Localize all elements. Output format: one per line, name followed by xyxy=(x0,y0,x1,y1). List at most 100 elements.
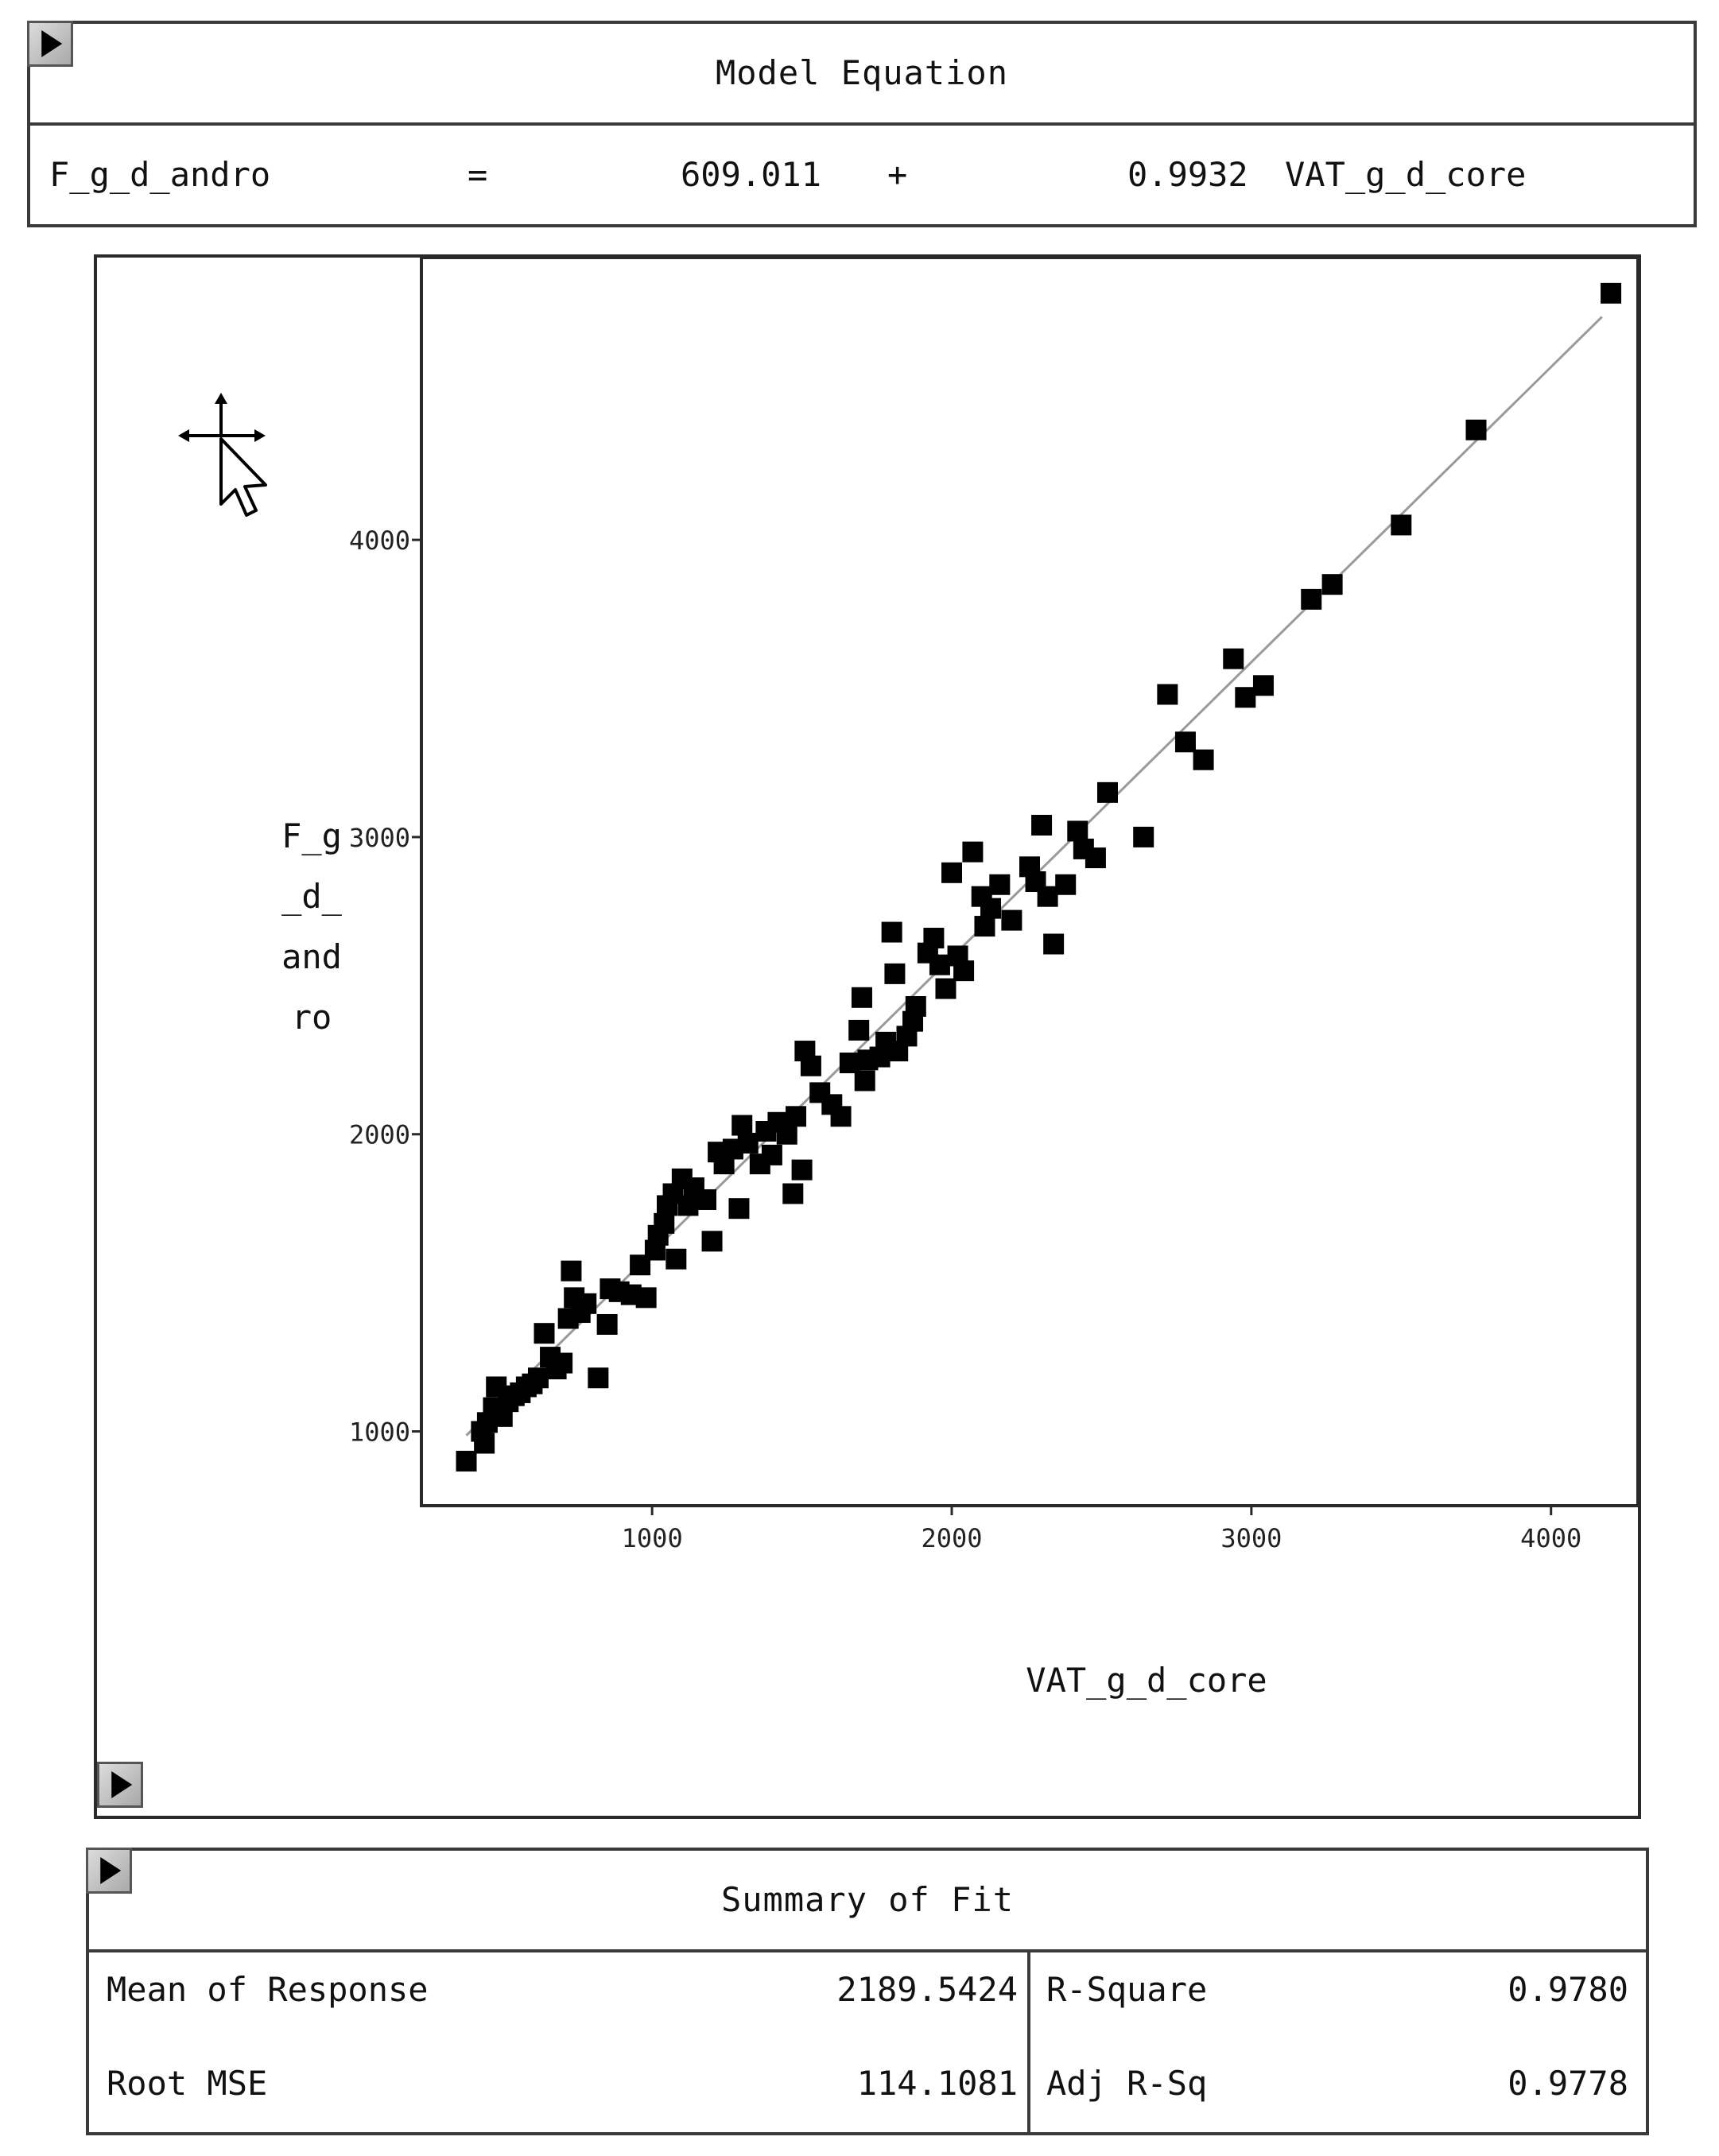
data-point xyxy=(786,1106,807,1127)
data-point xyxy=(1174,731,1196,753)
data-point xyxy=(1001,909,1022,931)
data-point xyxy=(839,1053,860,1074)
move-cursor-icon xyxy=(178,393,267,517)
y-tick-label: 2000 xyxy=(349,1120,410,1150)
mean-of-response-label: Mean of Response xyxy=(107,1970,429,2009)
data-point xyxy=(1067,820,1088,842)
data-point xyxy=(1252,675,1274,696)
data-point xyxy=(989,874,1011,895)
x-tick-label: 1000 xyxy=(622,1523,683,1553)
data-point xyxy=(980,898,1002,919)
data-point xyxy=(731,1115,753,1136)
x-axis-label: VAT_g_d_core xyxy=(1026,1661,1267,1700)
data-point xyxy=(677,1195,699,1216)
data-point xyxy=(596,1313,618,1335)
model-equation-title: Model Equation xyxy=(30,24,1694,126)
data-point xyxy=(800,1055,821,1076)
data-point xyxy=(1223,648,1244,669)
data-point xyxy=(654,1212,675,1234)
data-point xyxy=(1193,749,1214,770)
y-tick-label: 3000 xyxy=(349,823,410,853)
data-point xyxy=(881,921,902,943)
data-point xyxy=(923,928,945,949)
data-point xyxy=(1391,514,1412,536)
equation-intercept: 609.011 xyxy=(681,155,822,194)
equation-equals: = xyxy=(468,155,488,194)
data-point xyxy=(737,1132,759,1154)
data-point xyxy=(527,1367,549,1389)
plot-disclosure-button[interactable] xyxy=(97,1762,143,1808)
data-point xyxy=(848,1019,870,1041)
data-point xyxy=(1133,826,1154,847)
data-point xyxy=(1043,933,1065,955)
data-point xyxy=(1465,419,1487,440)
data-point xyxy=(905,996,926,1017)
mean-of-response-value: 2189.5424 xyxy=(836,1970,1018,2009)
data-point xyxy=(776,1123,797,1145)
data-point xyxy=(830,1106,852,1127)
plot-frame xyxy=(420,258,1638,1507)
r-square-label: R-Square xyxy=(1046,1970,1208,2009)
x-tick-label: 4000 xyxy=(1520,1523,1581,1553)
data-point xyxy=(974,916,995,937)
data-point xyxy=(701,1231,723,1252)
data-point xyxy=(552,1352,573,1374)
triangle-right-icon xyxy=(100,1856,122,1885)
summary-of-fit-disclosure-button[interactable] xyxy=(86,1848,132,1894)
equation-predictor: VAT_g_d_core xyxy=(1285,155,1527,194)
data-point xyxy=(534,1323,555,1344)
data-point xyxy=(1096,781,1118,803)
data-point xyxy=(635,1287,657,1309)
data-point xyxy=(1037,886,1058,907)
data-point xyxy=(576,1293,597,1314)
data-point xyxy=(1235,687,1256,708)
data-point xyxy=(1301,588,1322,610)
data-point xyxy=(474,1433,495,1454)
data-point xyxy=(1321,574,1343,595)
x-tick-label: 3000 xyxy=(1220,1523,1282,1553)
data-point xyxy=(1157,684,1178,705)
scatter-plot-panel: 1000 2000 3000 4000 1000 2000 3000 4000 F_g_d_a… xyxy=(94,254,1641,1819)
summary-of-fit-panel: Summary of Fit Mean of Response 2189.542… xyxy=(86,1848,1649,2135)
data-point xyxy=(854,1070,875,1092)
data-point xyxy=(696,1189,717,1210)
data-point xyxy=(929,954,950,975)
summary-of-fit-title: Summary of Fit xyxy=(89,1851,1646,1952)
triangle-right-icon xyxy=(41,29,63,58)
adj-r-sq-label: Adj R-Sq xyxy=(1046,2064,1208,2103)
triangle-right-icon xyxy=(111,1770,133,1799)
data-point xyxy=(782,1183,804,1204)
r-square-value: 0.9780 xyxy=(1508,1970,1628,2009)
data-point xyxy=(728,1198,750,1220)
root-mse-label: Root MSE xyxy=(107,2064,268,2103)
data-point xyxy=(561,1260,582,1282)
model-equation-row: F_g_d_andro = 609.011 + 0.9932 VAT_g_d_c… xyxy=(30,126,1694,224)
data-point xyxy=(1031,814,1053,836)
data-point xyxy=(665,1248,687,1270)
data-point xyxy=(941,862,963,883)
summary-column-divider xyxy=(1027,1952,1030,2132)
y-tick-label: 4000 xyxy=(349,525,410,556)
y-axis-label: F_g_d_andro xyxy=(281,816,342,1037)
data-point xyxy=(884,963,906,984)
adj-r-sq-value: 0.9778 xyxy=(1508,2064,1628,2103)
data-point xyxy=(962,841,984,863)
data-point xyxy=(1055,874,1077,895)
data-point xyxy=(1085,847,1106,869)
data-point xyxy=(588,1367,609,1389)
data-point xyxy=(935,978,957,999)
scatter-plot[interactable]: 1000 2000 3000 4000 1000 2000 3000 4000 xyxy=(97,258,1638,1816)
model-equation-panel: Model Equation F_g_d_andro = 609.011 + 0… xyxy=(27,21,1697,227)
data-point xyxy=(1601,282,1622,304)
data-point xyxy=(761,1144,782,1165)
equation-response: F_g_d_andro xyxy=(49,155,271,194)
data-point xyxy=(791,1159,813,1181)
equation-plus: + xyxy=(887,155,908,194)
model-equation-disclosure-button[interactable] xyxy=(27,21,73,67)
y-tick-label: 1000 xyxy=(349,1417,410,1448)
x-tick-label: 2000 xyxy=(921,1523,982,1553)
root-mse-value: 114.1081 xyxy=(856,2064,1018,2103)
equation-slope: 0.9932 xyxy=(1127,155,1248,194)
data-point xyxy=(953,960,975,982)
data-point xyxy=(456,1450,477,1472)
